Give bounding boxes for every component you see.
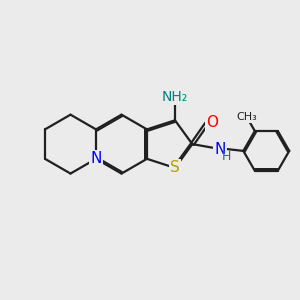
Text: N: N [214,142,226,157]
Text: CH₃: CH₃ [236,112,257,122]
Text: S: S [170,160,180,175]
Text: O: O [206,115,218,130]
Text: NH₂: NH₂ [162,90,188,104]
Text: H: H [222,150,231,163]
Text: N: N [90,151,102,166]
